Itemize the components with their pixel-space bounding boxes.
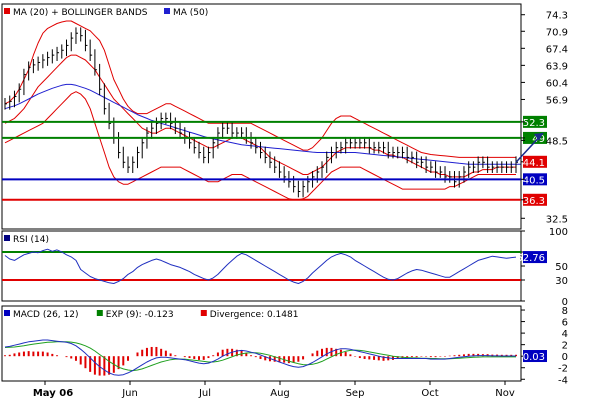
y-tick-label: 56.9 [546,95,568,106]
legend-swatch [164,8,170,14]
y-tick-label: 2 [562,341,568,352]
legend-swatch [96,310,103,316]
legend-swatch [4,235,10,241]
forecast-arrow-head [534,133,543,142]
y-tick-label: 50 [555,262,568,273]
level-label: 40.5 [523,175,545,186]
y-tick-label: 100 [549,227,568,238]
panel-frame-price [1,3,522,230]
bollinger-upper-line [4,20,516,158]
y-tick-label: 32.5 [546,214,568,225]
legend-label: MA (50) [173,8,208,18]
ma50-line [4,83,521,165]
legend-swatch [4,8,10,14]
rsi-line [4,248,517,284]
legend-label: MA (20) + BOLLINGER BANDS [13,8,148,18]
y-tick-label: 74.3 [546,11,568,22]
level-label: 36.3 [523,196,545,207]
y-tick-label: 8 [562,306,568,317]
y-tick-label: 70.9 [546,27,568,38]
bollinger-lower-line [4,91,516,201]
level-label: 52.3 [523,118,545,129]
x-tick-label: Nov [495,388,515,399]
legend-label: RSI (14) [13,235,49,245]
y-tick-label: 0 [562,352,568,363]
signal-line [4,341,516,372]
y-tick-label: 4 [562,329,568,340]
y-tick-label: 6 [562,318,568,329]
legend-label: EXP (9): -0.123 [106,310,174,320]
y-tick-label: 48.5 [546,136,568,147]
last-value-box [523,251,547,264]
y-tick-label: 67.4 [546,44,568,55]
level-label-box [523,193,547,206]
y-tick-label: 60.4 [546,78,568,89]
last-value-label: 44.1 [523,158,545,169]
last-value-box [523,155,547,168]
legend-swatch [4,310,10,316]
x-tick-label: Sep [346,388,365,399]
y-tick-label: 63.9 [546,61,568,72]
y-tick-label: -4 [558,375,568,386]
legend-label: MACD (26, 12) [13,310,79,320]
y-tick-label: 30 [555,276,568,287]
x-tick-label: Aug [270,388,290,399]
last-value-label: 0.03 [523,352,545,363]
last-value-box [523,350,547,363]
y-tick-label: -2 [558,364,568,375]
level-label-box [523,115,547,128]
x-tick-label: Oct [421,388,438,399]
x-tick-label: May 06 [33,388,73,399]
y-tick-label: 0 [562,297,568,308]
x-tick-label: Jul [198,388,211,399]
legend-label: Divergence: 0.1481 [210,310,299,320]
macd-line [4,339,516,376]
legend-swatch [200,310,207,316]
panel-frame-macd [1,305,522,382]
last-value-label: 62.76 [516,253,545,264]
level-label-box [523,173,547,186]
x-tick-label: Jun [121,388,138,399]
